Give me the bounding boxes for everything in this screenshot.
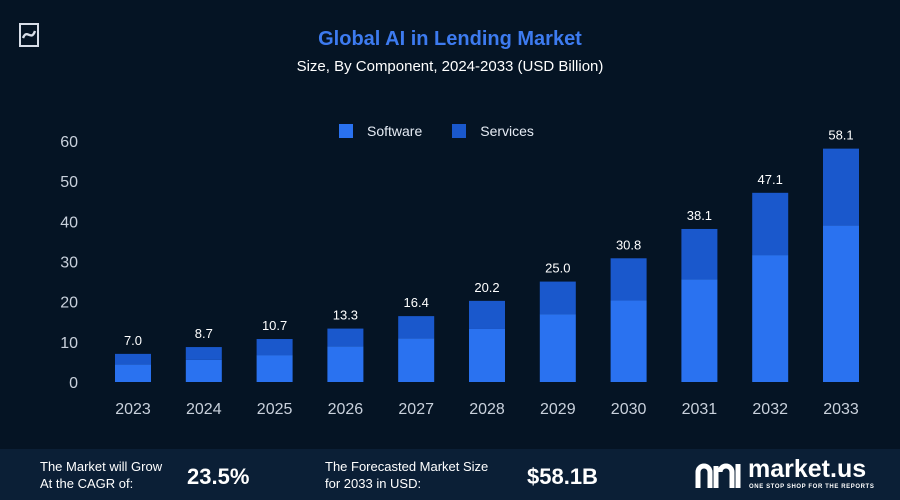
bar-services-2023 [115,353,151,365]
forecast-label-line1: The Forecasted Market Size [325,459,489,474]
brand-logo-icon [695,463,741,488]
y-tick-label: 10 [60,335,78,352]
y-tick-label: 50 [60,174,78,191]
logo-icon [19,23,39,47]
data-label-total: 30.8 [616,237,641,252]
x-tick-label: 2030 [611,401,647,418]
bar-services-2032 [752,192,789,256]
brand-tagline: ONE STOP SHOP FOR THE REPORTS [749,484,875,490]
legend-label-services: Services [480,123,534,139]
x-tick-label: 2025 [257,401,293,418]
bar-services-2030 [610,258,647,301]
forecast-label-line2: for 2033 in USD: [325,476,422,491]
forecast-label: The Forecasted Market Size for 2033 in U… [325,458,488,492]
bar-services-2029 [539,281,576,315]
data-label-total: 58.1 [828,128,853,143]
bar-services-2026 [327,328,364,347]
data-label-total: 10.7 [262,318,287,333]
legend-swatch-services [452,124,467,138]
x-tick-label: 2033 [823,401,859,418]
forecast-value: $58.1B [527,464,598,489]
bar-services-2025 [256,339,293,356]
bar-services-2028 [469,300,505,329]
bar-software-2030 [610,300,647,382]
data-label-total: 25.0 [545,261,570,276]
bar-software-2025 [256,355,293,382]
x-tick-label: 2032 [752,401,788,418]
bar-services-2027 [398,316,435,339]
bar-software-2027 [398,338,435,382]
data-label-total: 16.4 [404,295,429,310]
bar-services-2024 [185,347,222,360]
data-label-total: 38.1 [687,208,712,223]
bar-software-2026 [327,346,364,382]
chart-title: Global AI in Lending Market [318,28,582,50]
chart-legend: Software Services [339,123,564,139]
legend-swatch-software [339,124,353,138]
x-tick-label: 2027 [398,401,434,418]
x-tick-label: 2024 [186,401,222,418]
cagr-label-line2: At the CAGR of: [40,476,134,491]
x-tick-label: 2023 [115,401,151,418]
x-tick-label: 2026 [328,401,364,418]
bar-software-2024 [185,359,222,382]
data-label-total: 47.1 [758,172,783,187]
legend-label-software: Software [367,123,423,139]
bar-services-2033 [823,148,859,226]
brand-name: market.us [748,455,867,483]
bar-software-2033 [823,225,859,382]
x-tick-label: 2028 [469,401,505,418]
legend-item-software: Software [339,123,422,139]
y-tick-label: 0 [69,375,78,392]
bar-software-2031 [681,279,718,382]
data-label-total: 8.7 [195,326,213,341]
cagr-value: 23.5% [187,464,250,489]
x-tick-label: 2029 [540,401,576,418]
legend-item-services: Services [452,123,534,139]
data-label-total: 13.3 [333,308,358,323]
bar-software-2029 [539,314,576,382]
bar-software-2023 [115,364,151,382]
cagr-label: The Market will Grow At the CAGR of: [40,458,162,492]
cagr-label-line1: The Market will Grow [40,459,163,474]
data-label-total: 20.2 [474,280,499,295]
x-tick-label: 2031 [682,401,718,418]
bar-chart: 01020304050607.020238.7202410.7202513.32… [60,128,859,418]
chart-subtitle: Size, By Component, 2024-2033 (USD Billi… [296,58,604,75]
y-tick-label: 30 [60,255,78,272]
data-label-total: 7.0 [124,333,142,348]
bar-software-2028 [469,328,505,382]
bar-software-2032 [752,255,789,382]
footer-bar [0,449,900,500]
y-tick-label: 60 [60,134,78,151]
y-tick-label: 40 [60,214,78,231]
bar-services-2031 [681,228,718,280]
y-tick-label: 20 [60,295,78,312]
